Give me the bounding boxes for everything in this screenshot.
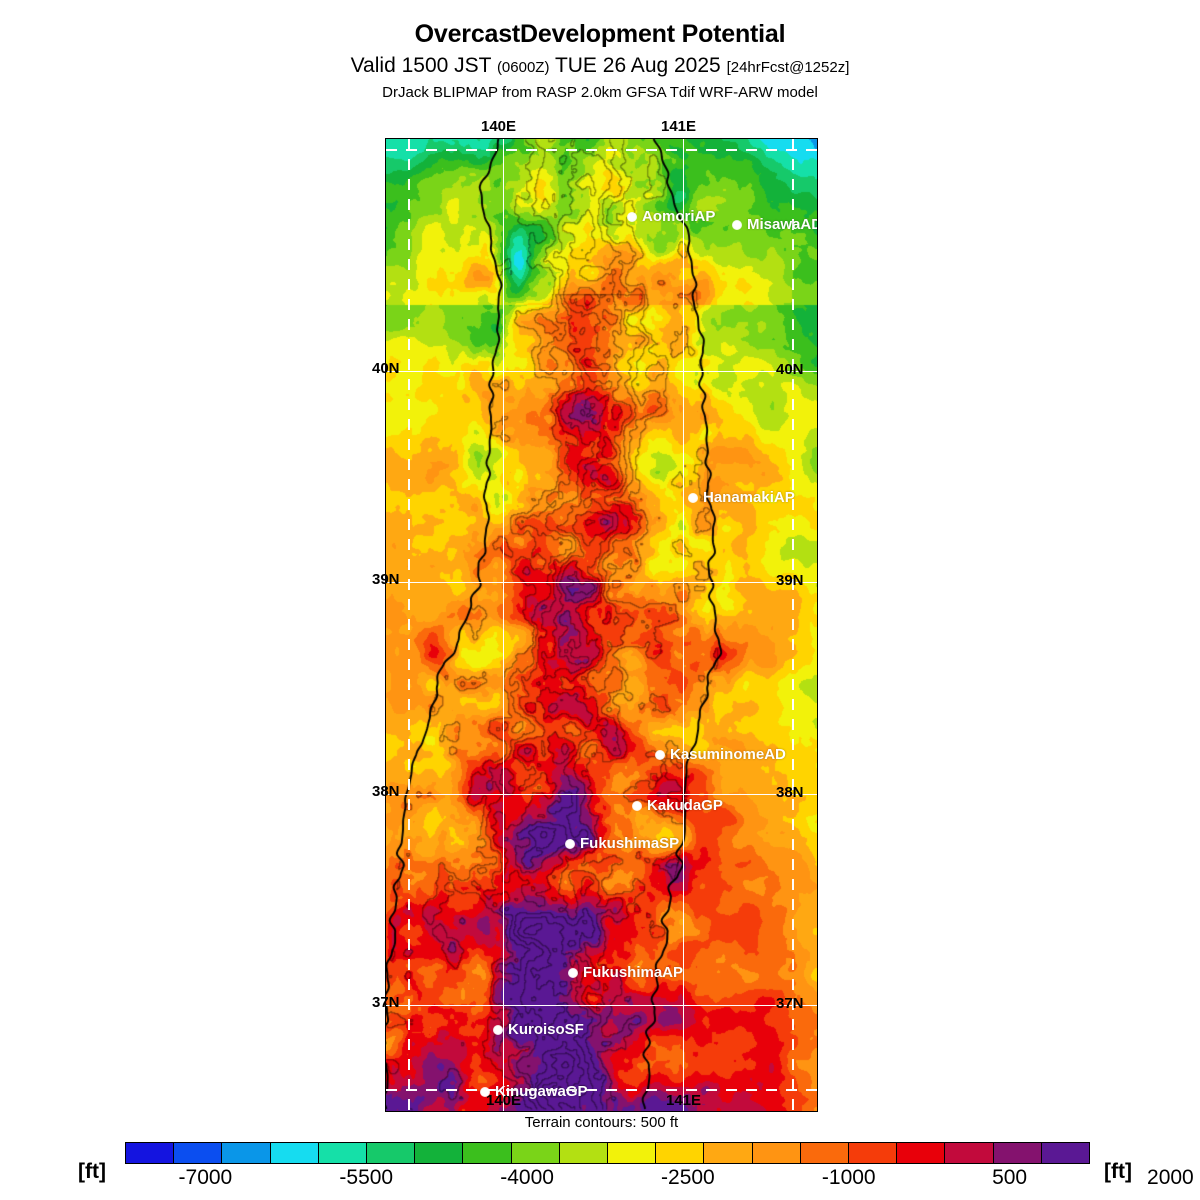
lon-label-top-141e: 141E xyxy=(661,118,697,135)
station-dot-icon xyxy=(656,750,664,759)
station-marker[interactable]: KuroisoSF xyxy=(494,1021,584,1038)
colorbar-segment xyxy=(367,1143,416,1163)
header-block: OvercastDevelopment Potential Valid 1500… xyxy=(0,0,1200,101)
model-line: DrJack BLIPMAP from RASP 2.0km GFSA Tdif… xyxy=(382,84,818,102)
colorbar-segment xyxy=(559,1143,609,1163)
valid-date: TUE 26 Aug 2025 xyxy=(554,54,721,78)
gridline-lat-40 xyxy=(386,371,817,372)
colorbar-segment xyxy=(511,1143,560,1163)
lat-label-right-39n: 39N xyxy=(776,572,804,589)
station-marker[interactable]: FukushimaSP xyxy=(566,835,679,852)
domain-border-left xyxy=(408,139,410,1111)
colorbar-tick-label: -1000 xyxy=(821,1166,876,1189)
station-label: KasuminomeAD xyxy=(670,746,786,763)
gridline-lon-141 xyxy=(683,139,684,1111)
domain-border-bottom xyxy=(386,1089,817,1091)
gridline-lat-38 xyxy=(386,794,817,795)
gridline-lat-37 xyxy=(386,1005,817,1006)
station-dot-icon xyxy=(569,968,577,977)
colorbar[interactable] xyxy=(125,1142,1090,1164)
station-dot-icon xyxy=(494,1025,502,1034)
colorbar-segment xyxy=(800,1143,850,1163)
lon-label-bottom-140e: 140E xyxy=(486,1092,522,1109)
valid-time-line: Valid 1500 JST (0600Z) TUE 26 Aug 2025 [… xyxy=(0,55,1200,77)
station-marker[interactable]: AomoriAP xyxy=(628,208,715,225)
station-marker[interactable]: HanamakiAP xyxy=(689,489,795,506)
station-dot-icon xyxy=(481,1087,489,1096)
lon-label-bottom-141e: 141E xyxy=(666,1092,702,1109)
colorbar-segment xyxy=(945,1143,994,1163)
terrain-contour-note: Terrain contours: 500 ft xyxy=(524,1114,679,1131)
station-marker[interactable]: KasuminomeAD xyxy=(656,746,786,763)
station-dot-icon xyxy=(566,839,574,848)
colorbar-segment xyxy=(1041,1143,1090,1163)
colorbar-segment xyxy=(993,1143,1042,1163)
station-label: KinugawaGP xyxy=(495,1083,588,1100)
colorbar-tick-label: 500 xyxy=(992,1166,1028,1189)
colorbar-segment xyxy=(270,1143,319,1163)
station-label: HanamakiAP xyxy=(703,489,795,506)
colorbar-segment xyxy=(174,1143,223,1163)
lat-label-right-38n: 38N xyxy=(776,784,804,801)
gridline-lat-39 xyxy=(386,582,817,583)
colorbar-segment xyxy=(415,1143,464,1163)
colorbar-segment xyxy=(608,1143,657,1163)
colorbar-tick-label: -5500 xyxy=(339,1166,394,1189)
lat-label-left-40n: 40N xyxy=(372,360,400,377)
colorbar-segment xyxy=(222,1143,271,1163)
colorbar-segment xyxy=(897,1143,946,1163)
page-title: OvercastDevelopment Potential xyxy=(414,20,786,48)
colorbar-segment xyxy=(752,1143,801,1163)
lat-label-left-39n: 39N xyxy=(372,571,400,588)
lat-label-left-38n: 38N xyxy=(372,783,400,800)
station-label: FukushimaSP xyxy=(580,835,680,852)
colorbar-segment xyxy=(126,1143,175,1163)
station-dot-icon xyxy=(733,220,741,229)
map-raster xyxy=(386,139,817,1111)
colorbar-tick-label: -7000 xyxy=(178,1166,233,1189)
colorbar-segment xyxy=(463,1143,512,1163)
valid-utc: (0600Z) xyxy=(496,59,550,77)
station-label: AomoriAP xyxy=(642,208,716,225)
domain-border-right xyxy=(792,139,794,1111)
station-label: KakudaGP xyxy=(647,797,723,814)
forecast-tag: [24hrFcst@1252z] xyxy=(726,59,850,77)
colorbar-block: [ft] [ft] -7000 -5500 -4000 -2500 -1000 500 20… xyxy=(0,1142,1200,1200)
domain-border-top xyxy=(386,149,817,151)
forecast-map[interactable]: 140E 141E 40N 39N 38N 37N AomoriAP Misawa… xyxy=(385,138,818,1112)
gridline-lon-140 xyxy=(503,139,504,1111)
station-label: FukushimaAP xyxy=(583,964,684,981)
lat-label-right-37n: 37N xyxy=(776,995,804,1012)
station-label: MisawaAD xyxy=(747,216,818,233)
lat-label-right-40n: 40N xyxy=(776,361,804,378)
colorbar-tick-label: -4000 xyxy=(500,1166,554,1189)
station-marker[interactable]: KakudaGP xyxy=(633,797,723,814)
station-dot-icon xyxy=(628,212,636,221)
colorbar-segment xyxy=(849,1143,898,1163)
colorbar-tick-label: -2500 xyxy=(661,1166,715,1189)
station-marker[interactable]: FukushimaAP xyxy=(569,964,683,981)
station-label: KuroisoSF xyxy=(508,1021,584,1038)
station-dot-icon xyxy=(689,493,697,502)
station-marker[interactable]: MisawaAD xyxy=(733,216,818,233)
colorbar-unit-left: [ft] xyxy=(78,1160,106,1183)
station-marker[interactable]: KinugawaGP xyxy=(481,1083,588,1100)
colorbar-segment xyxy=(656,1143,705,1163)
colorbar-unit-right: [ft] xyxy=(1104,1160,1132,1183)
colorbar-segment xyxy=(704,1143,753,1163)
valid-prefix: Valid 1500 JST xyxy=(350,54,492,78)
colorbar-tick-label: 2000 xyxy=(1147,1166,1194,1189)
lat-label-left-37n: 37N xyxy=(372,994,400,1011)
lon-label-top-140e: 140E xyxy=(481,118,517,135)
station-dot-icon xyxy=(633,801,641,810)
colorbar-segment xyxy=(318,1143,368,1163)
